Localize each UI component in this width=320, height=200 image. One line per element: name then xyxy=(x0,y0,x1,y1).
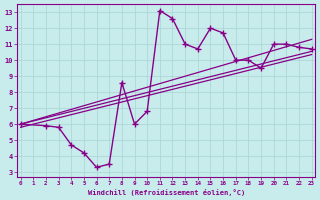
X-axis label: Windchill (Refroidissement éolien,°C): Windchill (Refroidissement éolien,°C) xyxy=(88,189,245,196)
